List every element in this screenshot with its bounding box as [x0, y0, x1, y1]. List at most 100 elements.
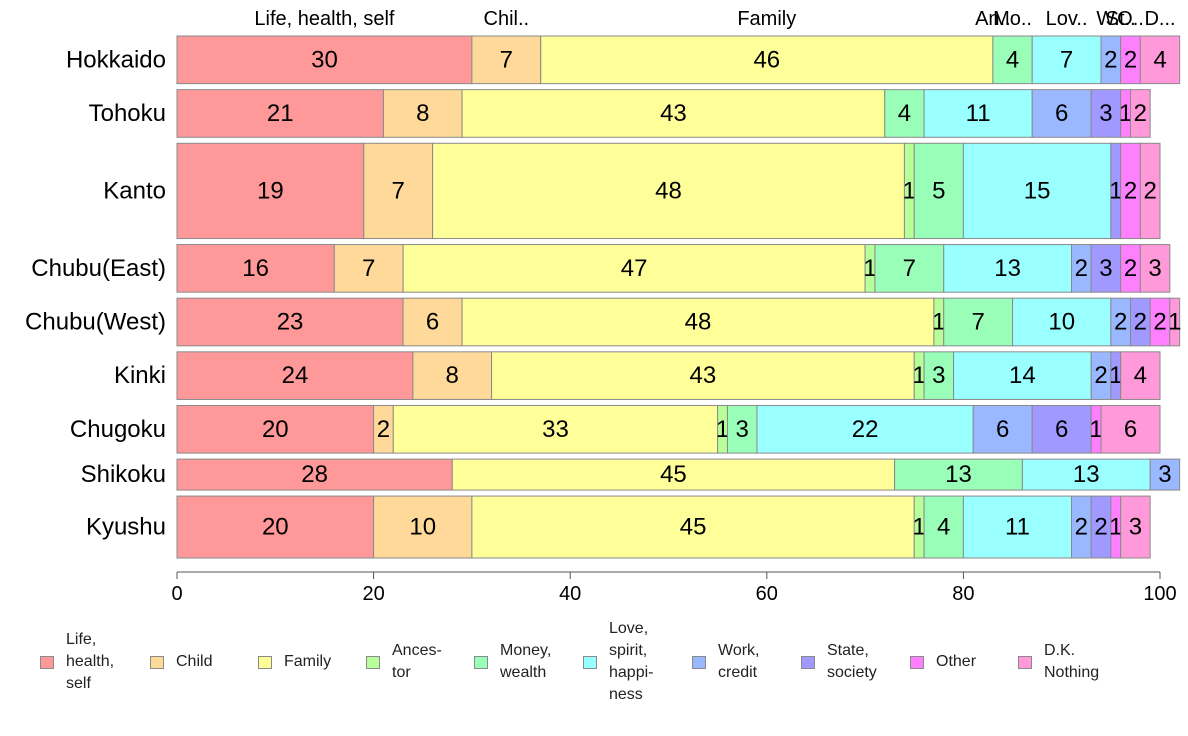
legend-swatch — [150, 655, 164, 669]
bar-segment — [392, 404, 719, 454]
header-label: D... — [1144, 8, 1175, 30]
data-label: 43 — [660, 100, 687, 127]
legend-item: Work, credit — [692, 618, 759, 706]
legend-label: D.K. Nothing — [1044, 642, 1100, 681]
legend-item: Other — [910, 618, 976, 706]
header-label: W.. — [1096, 8, 1125, 30]
data-label: 47 — [621, 255, 648, 282]
category-label: Kinki — [114, 362, 166, 389]
bar-segment — [972, 404, 1033, 454]
bar-segment — [1090, 89, 1122, 138]
data-label: 16 — [242, 255, 269, 282]
bar-segment — [176, 142, 365, 240]
bar-segment — [451, 458, 896, 491]
data-label: 3 — [736, 416, 749, 443]
data-label: 3 — [1148, 255, 1161, 282]
header-label: Chil.. — [484, 8, 530, 30]
bar-segment — [1100, 404, 1161, 454]
header-label: Lov.. — [1046, 8, 1088, 30]
legend-swatch — [1018, 655, 1032, 669]
bar-row: Kyushu 20 10 45 1 4 11 2 2 1 3 — [86, 495, 1151, 559]
data-label: 7 — [971, 309, 984, 336]
legend-item: State, society — [801, 618, 877, 706]
bar-segment — [373, 495, 473, 559]
legend-label: Ances- tor — [392, 642, 442, 681]
data-label: 23 — [277, 309, 304, 336]
bar-segment — [333, 244, 404, 293]
bar-row: Hokkaido 30 7 46 4 7 2 2 4 — [66, 35, 1181, 85]
data-label: 43 — [690, 362, 717, 389]
data-label: 48 — [655, 177, 682, 204]
legend-swatch — [910, 655, 924, 669]
data-label: 45 — [660, 461, 687, 488]
data-label: 46 — [753, 46, 780, 73]
bar-segment — [402, 244, 866, 293]
data-label: 11 — [1005, 514, 1030, 541]
bar-segment — [1149, 458, 1181, 491]
data-label: 24 — [282, 362, 309, 389]
legend-swatch — [801, 655, 815, 669]
bar-segment — [874, 244, 945, 293]
stacked-bar-chart: Life, health, self Chil.. Family An..Mo.. Lo… — [25, 8, 1181, 605]
data-label: 21 — [267, 100, 294, 127]
bar-row: Kinki 24 8 43 1 3 14 2 1 4 — [114, 351, 1161, 400]
legend-swatch — [258, 655, 272, 669]
bar-row: Chubu(West) 23 6 48 1 7 10 2 2 2 1 — [25, 297, 1181, 347]
data-label: 2 — [1153, 309, 1166, 336]
segment-header-labels: Life, health, self Chil.. Family An..Mo.. Lo… — [254, 8, 1175, 30]
bar-segment — [1139, 244, 1171, 293]
bar-segment — [461, 297, 935, 347]
legend-swatch — [692, 655, 706, 669]
legend-item: D.K. Nothing — [1018, 618, 1099, 706]
data-label: 1 — [716, 416, 729, 443]
category-label: Hokkaido — [66, 46, 166, 73]
x-tick-label: 80 — [952, 583, 974, 605]
data-label: 6 — [426, 309, 439, 336]
bar-segment — [962, 142, 1112, 240]
bar-segment — [1031, 35, 1102, 85]
data-label: 1 — [1109, 177, 1122, 204]
data-label: 2 — [1094, 514, 1107, 541]
data-label: 4 — [898, 100, 911, 127]
category-label: Kyushu — [86, 514, 166, 541]
category-label: Tohoku — [89, 100, 166, 127]
data-label: 2 — [1075, 514, 1088, 541]
data-label: 1 — [1109, 362, 1122, 389]
data-label: 2 — [1124, 177, 1137, 204]
data-label: 2 — [1124, 255, 1137, 282]
data-label: 14 — [1009, 362, 1036, 389]
bar-segment — [176, 495, 375, 559]
header-label: Life, health, self — [254, 8, 395, 30]
bar-segment — [1031, 89, 1092, 138]
legend-item: Child — [150, 618, 212, 706]
data-label: 8 — [416, 100, 429, 127]
data-label: 7 — [362, 255, 375, 282]
data-label: 22 — [852, 416, 879, 443]
bar-segment — [923, 351, 955, 400]
data-label: 2 — [1075, 255, 1088, 282]
bar-segment — [1090, 244, 1122, 293]
legend-label: Family — [284, 653, 332, 670]
data-label: 6 — [996, 416, 1009, 443]
data-label: 28 — [301, 461, 328, 488]
bar-segment — [884, 89, 925, 138]
data-label: 2 — [1104, 46, 1117, 73]
legend-label: Life, health, self — [66, 631, 115, 692]
bar-segment — [176, 458, 453, 491]
legend-swatch — [40, 655, 54, 669]
data-label: 3 — [1099, 255, 1112, 282]
x-tick-label: 0 — [171, 583, 182, 605]
data-label: 6 — [1055, 416, 1068, 443]
data-label: 8 — [446, 362, 459, 389]
bar-segment — [412, 351, 493, 400]
bar-segment — [176, 351, 414, 400]
bar-segment — [176, 35, 473, 85]
data-label: 48 — [685, 309, 712, 336]
data-label: 2 — [1134, 309, 1147, 336]
bar-row: Chubu(East) 16 7 47 1 7 13 2 3 2 3 — [31, 244, 1171, 293]
bar-segment — [1169, 297, 1181, 347]
data-label: 45 — [680, 514, 707, 541]
data-label: 1 — [1109, 514, 1122, 541]
x-tick-label: 40 — [559, 583, 581, 605]
